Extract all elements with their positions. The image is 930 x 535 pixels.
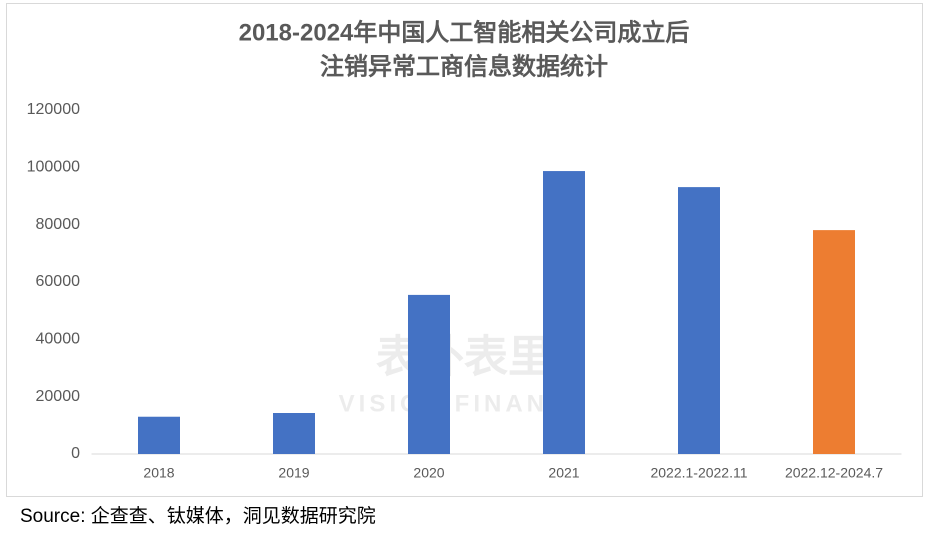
y-tick-label: 80000	[36, 216, 81, 233]
bar	[543, 171, 585, 454]
y-tick-label: 100000	[27, 159, 80, 176]
x-tick-label: 2019	[278, 465, 309, 481]
chart-title: 注销异常工商信息数据统计	[320, 52, 608, 80]
watermark: 表外表里	[376, 333, 552, 382]
bar	[813, 230, 855, 454]
bar	[138, 416, 180, 454]
x-tick-label: 2021	[548, 465, 579, 481]
bar	[678, 187, 720, 454]
y-tick-label: 0	[71, 445, 80, 462]
y-tick-label: 20000	[36, 388, 81, 405]
x-tick-label: 2022.12-2024.7	[785, 465, 883, 481]
x-tick-label: 2022.1-2022.11	[650, 465, 747, 481]
chart-border	[6, 3, 923, 497]
y-tick-label: 60000	[36, 273, 81, 290]
x-tick-label: 2018	[143, 465, 174, 481]
bar	[408, 294, 450, 454]
bar	[273, 413, 315, 454]
source-note: Source: 企查查、钛媒体，洞见数据研究院	[20, 505, 376, 527]
y-tick-label: 120000	[27, 101, 80, 118]
x-tick-label: 2020	[413, 465, 444, 481]
chart-title: 2018-2024年中国人工智能相关公司成立后	[239, 18, 690, 46]
y-tick-label: 40000	[36, 331, 81, 348]
